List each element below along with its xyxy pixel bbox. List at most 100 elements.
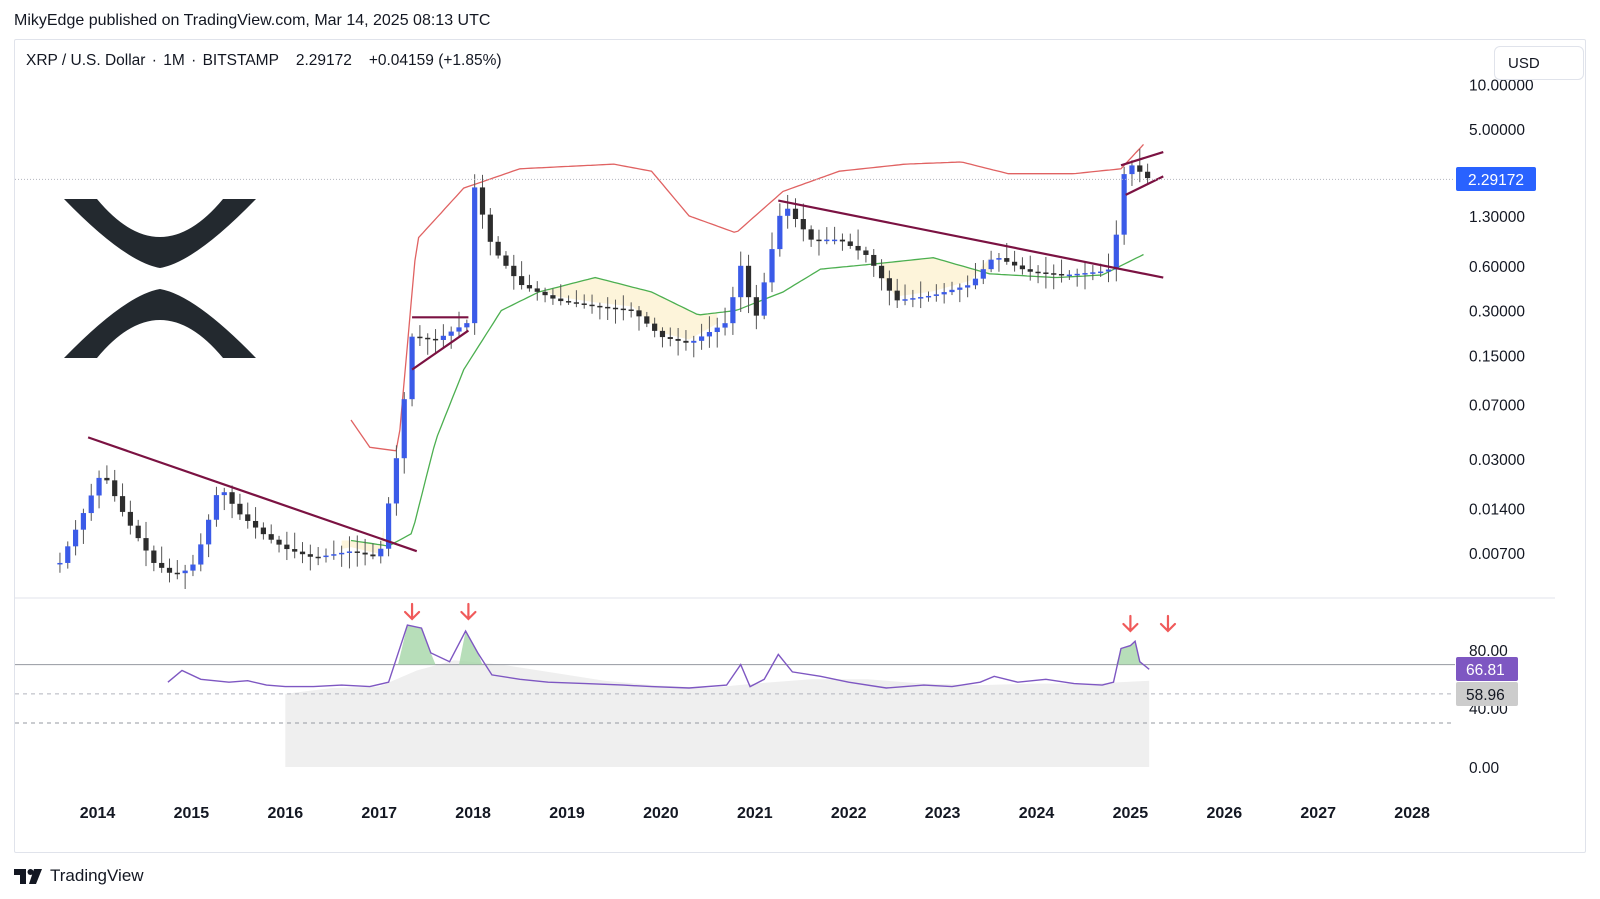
price-tick-label: 0.01400 <box>1469 501 1525 518</box>
candle-body <box>323 555 329 558</box>
candle-body <box>996 258 1002 260</box>
candle-body <box>284 544 290 550</box>
rsi-value-badge <box>1456 657 1518 681</box>
candle-body <box>339 552 345 555</box>
candle-body <box>542 291 548 296</box>
year-tick-label: 2014 <box>80 805 116 822</box>
candle-body <box>894 290 900 301</box>
publisher-attribution: MikyEdge published on TradingView.com, M… <box>14 12 491 29</box>
candle-body <box>346 551 353 553</box>
candle-body <box>1137 165 1143 172</box>
candle-body <box>260 527 266 535</box>
candle-body <box>229 492 235 504</box>
candle-body <box>119 496 126 512</box>
candle-body <box>816 239 822 242</box>
candle-body <box>714 327 720 333</box>
candle-body <box>730 297 736 324</box>
candle-body <box>980 269 986 279</box>
candle-body <box>925 295 932 298</box>
candle-body <box>832 239 838 242</box>
year-tick-label: 2016 <box>268 805 304 822</box>
candle-body <box>628 309 634 311</box>
candle-body <box>847 241 853 246</box>
candle-body <box>526 285 533 289</box>
candle-body <box>65 546 71 563</box>
trendline <box>87 436 418 553</box>
candle-body <box>456 327 462 332</box>
rsi-overbought-fill <box>1116 641 1145 665</box>
candle-body <box>808 229 814 240</box>
candle-body <box>198 544 204 565</box>
candle-body <box>675 338 681 341</box>
candle-body <box>495 241 501 256</box>
candle-body <box>472 187 478 324</box>
candle-body <box>863 250 869 255</box>
candlestick-series <box>57 148 1151 589</box>
candle-body <box>127 511 133 526</box>
tradingview-wordmark: TradingView <box>50 866 144 885</box>
candle-body <box>464 323 470 328</box>
candle-body <box>949 289 955 293</box>
candle-body <box>550 295 556 299</box>
candle-body <box>159 562 165 568</box>
candle-body <box>902 299 908 301</box>
candle-body <box>1035 271 1041 274</box>
candle-body <box>738 265 744 298</box>
candle-body <box>1066 274 1072 277</box>
price-tick-label: 0.00700 <box>1469 546 1525 563</box>
candle-body <box>448 331 454 336</box>
rsi-overbought-fill <box>459 631 483 665</box>
candle-body <box>871 254 877 266</box>
candle-body <box>636 310 642 317</box>
candle-body <box>401 399 407 459</box>
candle-body <box>479 187 486 215</box>
candle-body <box>143 538 149 551</box>
candle-body <box>190 564 196 571</box>
price-tick-label: 0.07000 <box>1469 397 1525 414</box>
trendlines <box>87 150 1164 553</box>
candle-body <box>1082 273 1088 275</box>
year-tick-label: 2027 <box>1300 805 1336 822</box>
currency-button[interactable]: USD <box>1494 46 1584 80</box>
rsi-ma-area <box>285 660 1150 767</box>
rsi-line <box>167 624 1150 689</box>
candle-body <box>292 549 298 552</box>
candle-body <box>1105 269 1112 272</box>
symbol-legend[interactable]: XRP / U.S. Dollar · 1M · BITSTAMP 2.2917… <box>26 52 502 69</box>
candle-body <box>511 265 517 277</box>
candle-body <box>409 336 415 400</box>
candle-body <box>1090 272 1096 274</box>
year-tick-label: 2024 <box>1019 805 1055 822</box>
price-tick-label: 10.00000 <box>1469 77 1534 94</box>
year-tick-label: 2018 <box>455 805 491 822</box>
candle-body <box>769 249 775 283</box>
upper-band-line <box>350 143 1144 452</box>
price-tick-label: 0.15000 <box>1469 348 1525 365</box>
year-tick-label: 2019 <box>549 805 585 822</box>
year-tick-label: 2021 <box>737 805 773 822</box>
trendline <box>1125 175 1164 196</box>
candle-body <box>393 458 400 504</box>
candle-body <box>80 513 87 530</box>
candle-body <box>237 503 243 515</box>
candle-body <box>698 336 705 341</box>
candle-body <box>605 306 611 309</box>
rsi-value-label: 66.81 <box>1466 662 1505 679</box>
candle-body <box>1113 234 1119 270</box>
year-tick-label: 2025 <box>1113 805 1149 822</box>
tradingview-brand[interactable]: TradingView <box>14 866 144 886</box>
candle-body <box>268 534 274 540</box>
lower-band-line <box>350 253 1144 547</box>
year-tick-label: 2022 <box>831 805 867 822</box>
candle-body <box>206 519 212 545</box>
candle-body <box>941 292 947 295</box>
range-fill-zone <box>548 277 718 340</box>
candle-body <box>933 294 939 296</box>
candle-body <box>839 239 846 242</box>
candle-body <box>432 338 439 341</box>
candle-body <box>777 215 783 250</box>
range-fill-zone <box>341 526 384 554</box>
time-axis: 2014 2015 2016 2017 2018 2019 2020 2021 2022 2023… <box>80 805 1430 822</box>
year-tick-label: 2026 <box>1207 805 1243 822</box>
